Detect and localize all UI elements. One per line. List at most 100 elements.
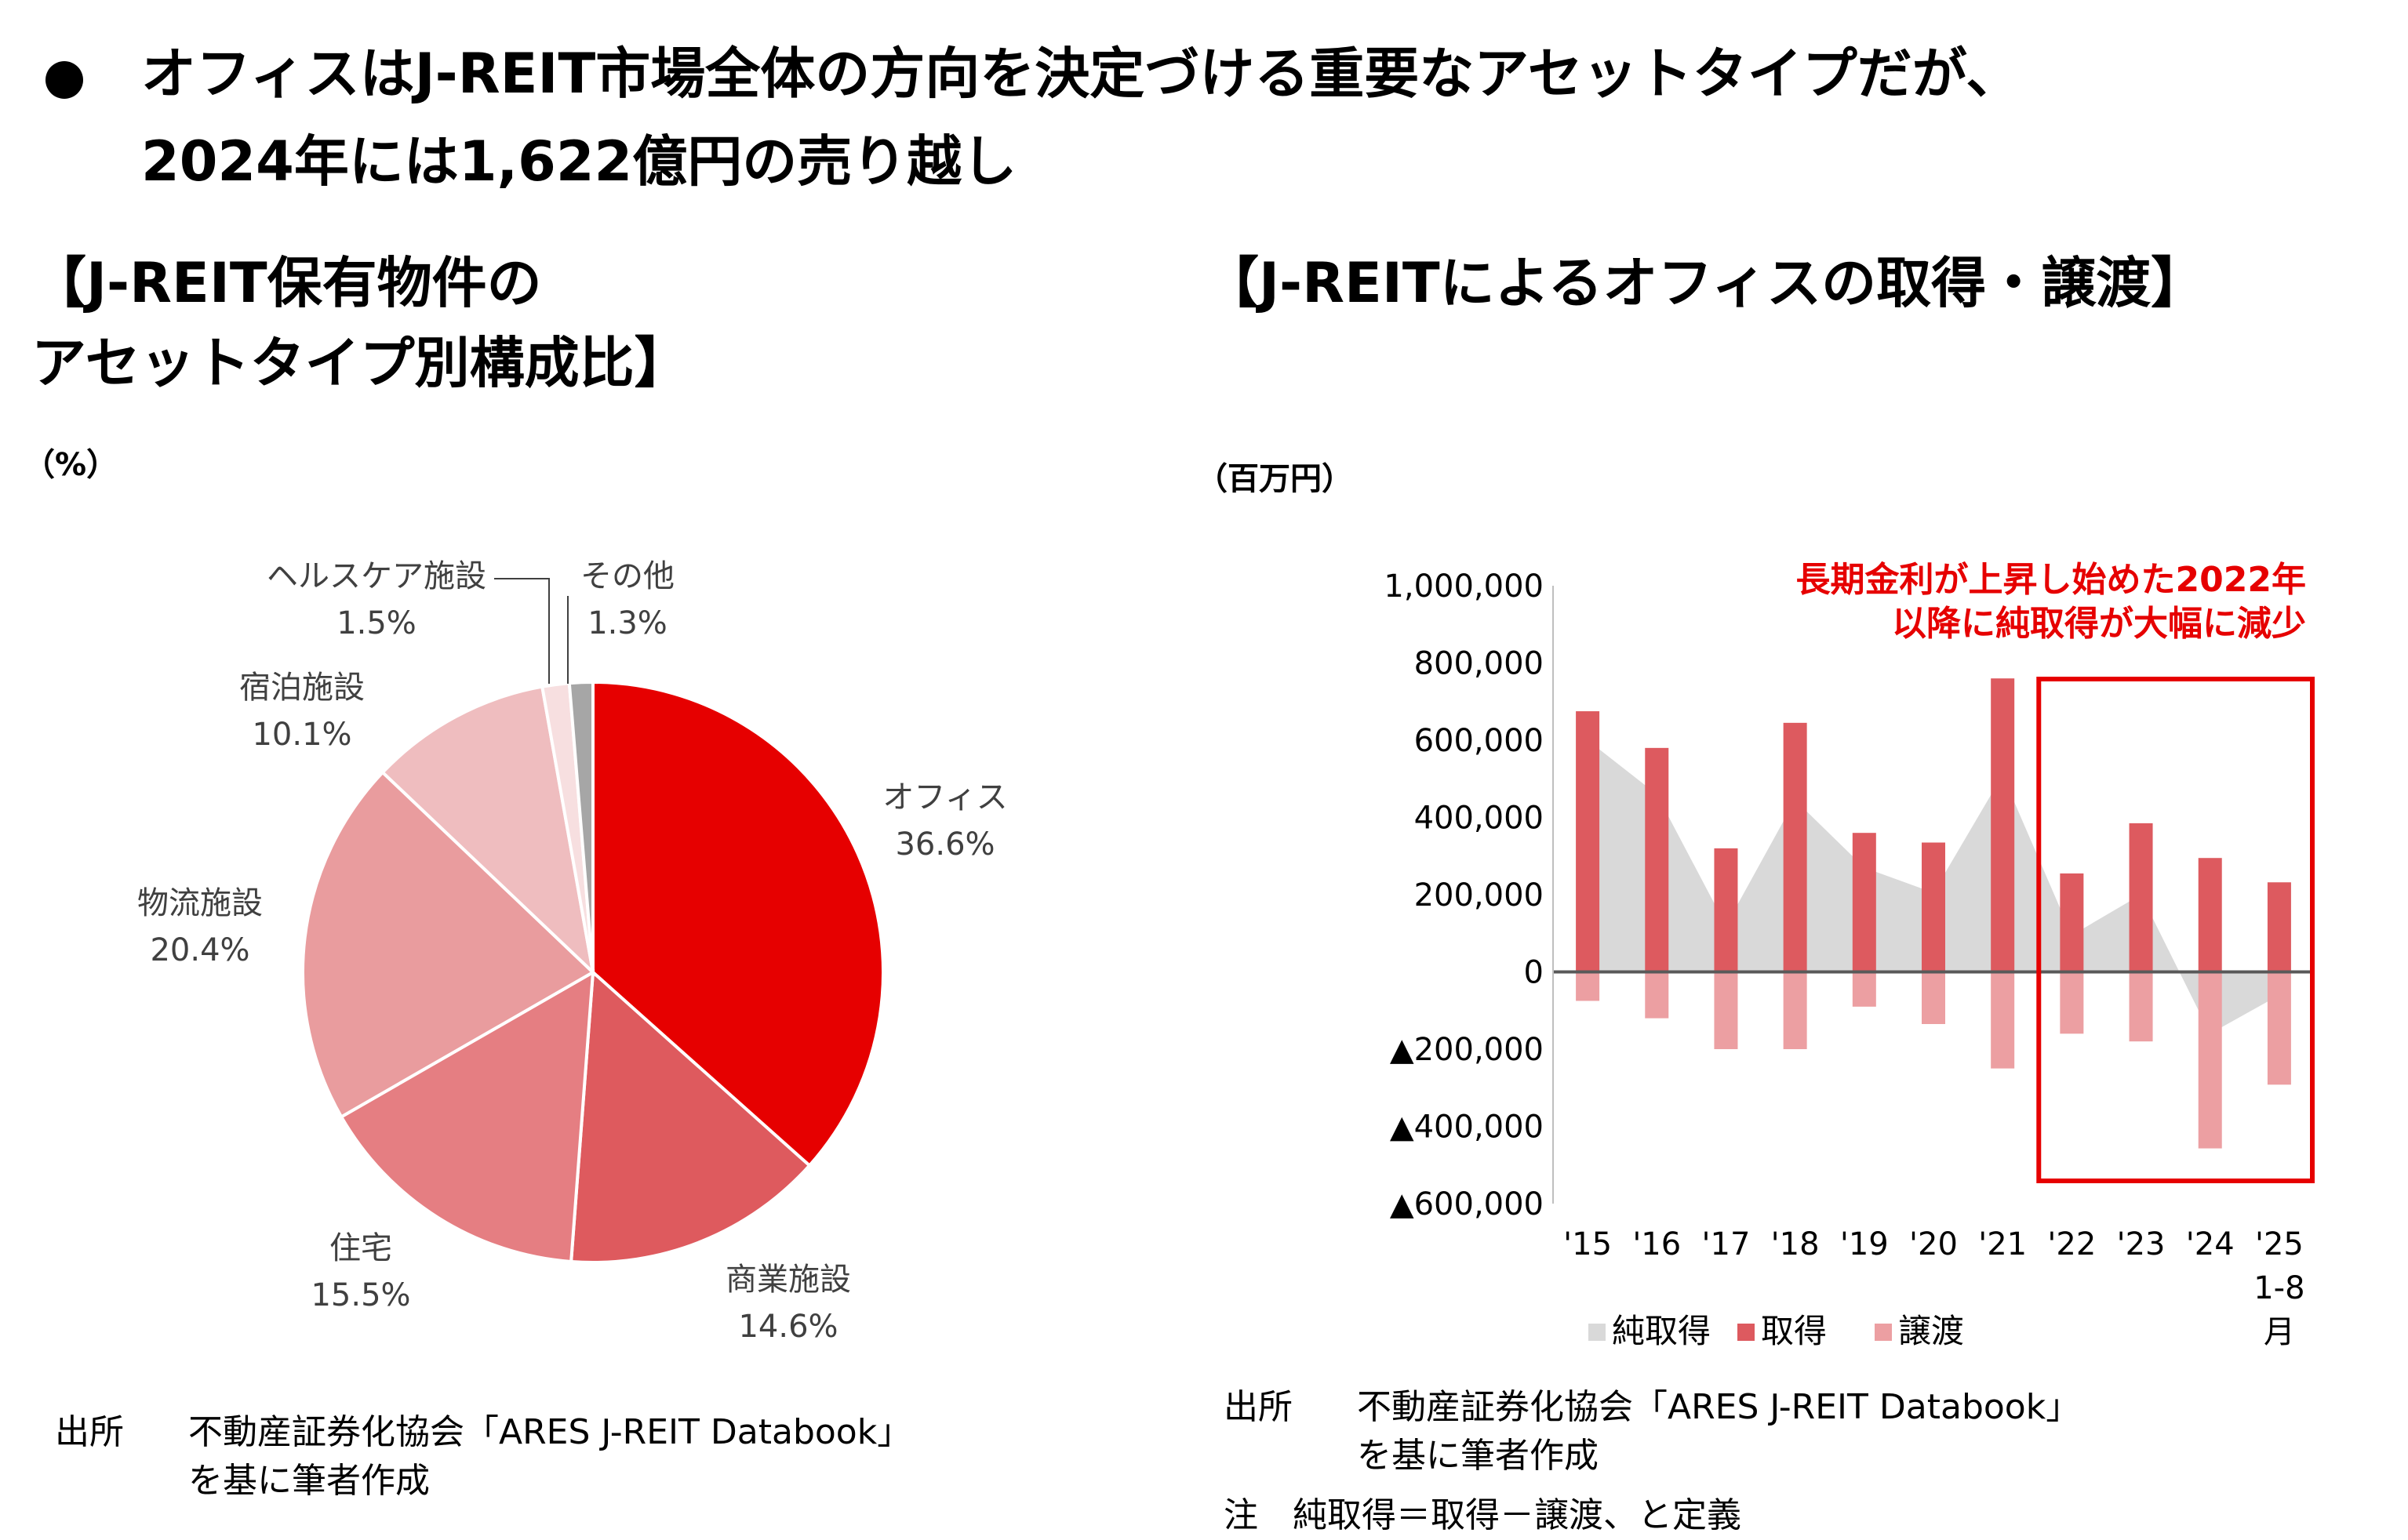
x-axis-tick-labels: '15 '16 '17 '18 '19 '20 '21 '22 '23 '24 '25 1-8 月	[1563, 1226, 2304, 1350]
x-tick-label: '17	[1702, 1226, 1751, 1262]
pie-slice-value: 10.1%	[252, 717, 351, 753]
highlight-box-group	[2036, 677, 2315, 1183]
pie-slice-label: オフィス	[882, 779, 1007, 815]
pie-title-line-2: アセットタイプ別構成比】	[31, 331, 689, 395]
y-tick-label: 400,000	[1414, 801, 1544, 837]
pie-section-title: 【J-REIT保有物件の アセットタイプ別構成比】	[31, 243, 689, 403]
net-acquisition-area	[1588, 740, 2279, 1034]
x-tick-label: '22	[2047, 1226, 2096, 1262]
pie-slice	[569, 968, 812, 1264]
pie-source: 不動産証券化協会「ARES J-REIT Databook」 を基に筆者作成	[188, 1408, 911, 1505]
bar-marks	[1576, 678, 2291, 1149]
legend-swatch	[1875, 1324, 1892, 1341]
pie-slice-value: 1.5%	[336, 605, 416, 641]
pie-source-line-1: 不動産証券化協会「ARES J-REIT Databook」	[188, 1412, 912, 1452]
pie-slice-value: 36.6%	[895, 826, 995, 863]
bar-chart: 1,000,000 800,000 600,000 400,000 200,000 0 ▲2…	[1384, 568, 2315, 1350]
x-tick-label: '16	[1632, 1226, 1681, 1262]
y-tick-label: 800,000	[1414, 646, 1544, 682]
y-tick-label: ▲400,000	[1390, 1110, 1544, 1146]
headline: オフィスはJ-REIT市場全体の方向を決定づける重要なアセットタイプだが、 20…	[141, 30, 2021, 205]
y-tick-label: 600,000	[1414, 723, 1544, 759]
net-acquisition-area-shape	[1588, 740, 2279, 1034]
leader-line	[494, 578, 550, 684]
legend-swatch	[1588, 1324, 1606, 1341]
pie-title-line-1: 【J-REIT保有物件の	[31, 251, 542, 315]
disposal-bar	[2198, 972, 2222, 1149]
x-tick-label: '21	[1978, 1226, 2027, 1262]
headline-line-2: 2024年には1,622億円の売り越し	[141, 129, 1017, 194]
pie-slice-label: 住宅	[329, 1230, 392, 1266]
note-label: 注	[1224, 1495, 1258, 1535]
x-tick-label: '19	[1840, 1226, 1889, 1262]
pie-slice-value: 14.6%	[738, 1309, 838, 1345]
disposal-bar	[2129, 972, 2153, 1042]
disposal-bar	[2267, 972, 2291, 1085]
bar-source-line-1: 不動産証券化協会「ARES J-REIT Databook」	[1357, 1387, 2081, 1427]
pie-slice-value: 20.4%	[150, 932, 249, 968]
pie-slice-label: ヘルスケア施設	[267, 558, 486, 594]
legend-label: 譲渡	[1898, 1312, 1964, 1350]
acquisition-bar	[1783, 722, 1807, 972]
callout-annotation: 長期金利が上昇し始めた2022年 以降に純取得が大幅に減少	[1647, 558, 2306, 646]
acquisition-bar	[1645, 747, 1669, 972]
legend-swatch	[1737, 1324, 1755, 1341]
x-tick-label: '25 1-8 月	[2253, 1226, 2304, 1350]
acquisition-bar	[1991, 678, 2015, 972]
pie-slice	[301, 770, 596, 1120]
pie-unit-label: （%）	[24, 447, 118, 483]
legend: 純取得 取得 譲渡	[1588, 1312, 1964, 1350]
y-tick-label: ▲600,000	[1390, 1186, 1544, 1222]
pie-slice-label: 商業施設	[726, 1262, 851, 1298]
y-axis-tick-labels: 1,000,000 800,000 600,000 400,000 200,000 0 ▲2…	[1384, 568, 1544, 1222]
y-tick-label: 1,000,000	[1384, 568, 1544, 605]
y-tick-label: ▲200,000	[1390, 1032, 1544, 1068]
pie-chart: オフィス 36.6% 商業施設 14.6% 住宅 15.5% 物流施設 20.4% 宿泊施設 10…	[137, 558, 1008, 1345]
acquisition-bar	[2198, 858, 2222, 972]
acquisition-bar	[1576, 711, 1600, 972]
pie-slices	[301, 680, 885, 1264]
x-tick-label: '24	[2186, 1226, 2235, 1262]
y-tick-label: 0	[1524, 955, 1544, 991]
pie-slice	[567, 680, 595, 973]
bar-source: 不動産証券化協会「ARES J-REIT Databook」 を基に筆者作成	[1357, 1383, 2080, 1480]
disposal-bar	[1714, 972, 1738, 1049]
pie-source-line-2: を基に筆者作成	[188, 1461, 430, 1501]
acquisition-bar	[2267, 882, 2291, 972]
highlight-box	[2036, 677, 2315, 1183]
disposal-bar	[1783, 972, 1807, 1049]
pie-slice	[591, 680, 885, 1168]
pie-slice-label: 宿泊施設	[239, 670, 365, 706]
pie-source-label: 出所	[55, 1412, 124, 1452]
legend-label: 取得	[1761, 1312, 1827, 1350]
pie-slice-label: 物流施設	[137, 885, 263, 921]
bar-section-title: 【J-REITによるオフィスの取得・譲渡】	[1204, 251, 2206, 315]
bar-unit-label: （百万円）	[1196, 461, 1353, 497]
x-tick-label: '15	[1563, 1226, 1612, 1262]
bullet-dot	[45, 61, 83, 99]
pie-slice-value: 1.3%	[587, 605, 667, 641]
acquisition-bar	[1852, 833, 1876, 972]
acquisition-bar	[2060, 873, 2084, 972]
disposal-bar	[1922, 972, 1945, 1024]
bar-axis	[1552, 586, 2314, 1204]
pie-slice-value: 15.5%	[311, 1277, 410, 1313]
x-tick-label: '20	[1909, 1226, 1958, 1262]
callout-line-1: 長期金利が上昇し始めた2022年	[1795, 560, 2306, 600]
pie-slice	[339, 969, 595, 1264]
bar-source-label: 出所	[1224, 1387, 1293, 1427]
disposal-bar	[1645, 972, 1669, 1019]
x-tick-label: '18	[1771, 1226, 1820, 1262]
pie-labels: オフィス 36.6% 商業施設 14.6% 住宅 15.5% 物流施設 20.4% 宿泊施設 10…	[137, 558, 1008, 1345]
note-text: 純取得＝取得－譲渡、と定義	[1293, 1495, 1741, 1535]
legend-label: 純取得	[1612, 1312, 1711, 1350]
acquisition-bar	[1714, 848, 1738, 972]
pie-slice	[380, 685, 596, 977]
acquisition-bar	[1922, 842, 1945, 972]
disposal-bar	[1852, 972, 1876, 1007]
x-tick-label: '23	[2117, 1226, 2166, 1262]
y-tick-label: 200,000	[1414, 877, 1544, 913]
pie-slice-label: その他	[580, 558, 675, 594]
disposal-bar	[1576, 972, 1600, 1001]
disposal-bar	[1991, 972, 2015, 1069]
